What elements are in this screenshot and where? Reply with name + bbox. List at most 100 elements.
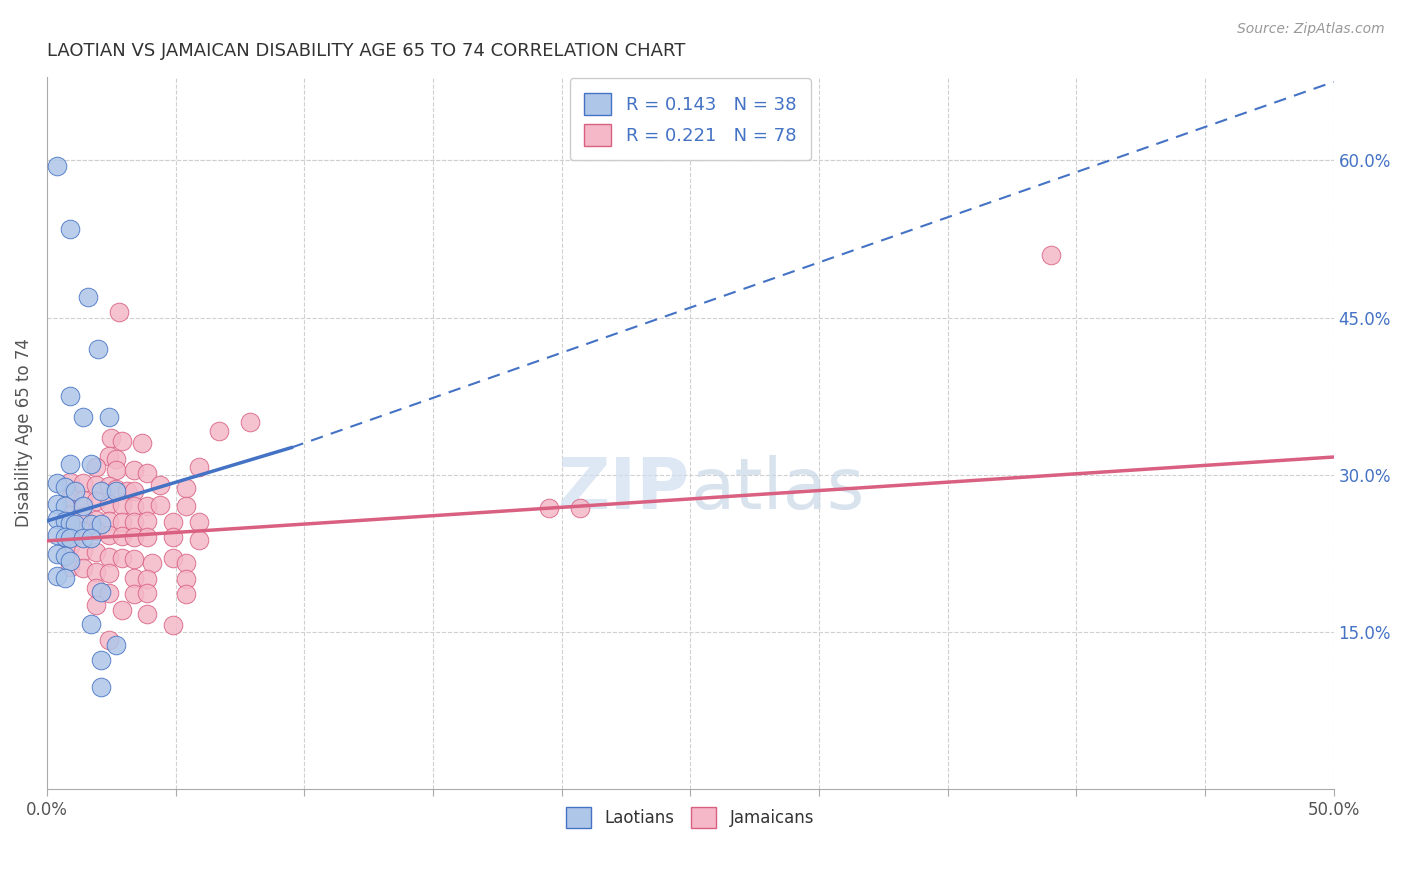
Point (84, 566, 107, 580)
Point (124, 570, 146, 584)
Point (110, 528, 132, 542)
Point (131, 436, 153, 450)
Text: LAOTIAN VS JAMAICAN DISABILITY AGE 65 TO 74 CORRELATION CHART: LAOTIAN VS JAMAICAN DISABILITY AGE 65 TO… (46, 42, 685, 60)
Point (136, 607, 159, 622)
Point (124, 500, 146, 514)
Point (46, 476, 69, 491)
Point (79, 531, 101, 545)
Point (53, 514, 76, 528)
Point (97, 566, 120, 581)
Point (84, 513, 107, 527)
Point (72, 500, 94, 514)
Point (90, 680, 112, 694)
Point (110, 603, 132, 617)
Point (79, 616, 101, 631)
Point (59, 389, 82, 403)
Point (53, 530, 76, 544)
Point (72, 561, 94, 575)
Point (136, 586, 159, 600)
Point (84, 478, 107, 492)
Point (97, 633, 120, 648)
Text: ZIP: ZIP (558, 456, 690, 524)
Point (59, 531, 82, 545)
Point (90, 585, 112, 599)
Point (72, 531, 94, 545)
Point (136, 466, 159, 480)
Point (63, 483, 86, 498)
Point (59, 475, 82, 490)
Point (97, 497, 120, 511)
Point (124, 530, 146, 544)
Point (174, 556, 197, 570)
Point (124, 462, 146, 476)
Point (124, 515, 146, 529)
Point (162, 515, 184, 529)
Y-axis label: Disability Age 65 to 74: Disability Age 65 to 74 (15, 338, 32, 527)
Point (59, 539, 82, 553)
Point (97, 479, 120, 493)
Point (162, 550, 184, 565)
Point (124, 483, 146, 498)
Point (174, 500, 197, 514)
Point (187, 515, 209, 529)
Point (84, 460, 107, 475)
Point (97, 410, 120, 425)
Point (46, 548, 69, 562)
Point (79, 458, 101, 472)
Point (97, 586, 120, 600)
Point (568, 501, 591, 516)
Point (90, 483, 112, 498)
Point (59, 491, 82, 505)
Point (84, 545, 107, 559)
Point (141, 556, 163, 570)
Point (162, 617, 184, 632)
Point (87, 342, 110, 356)
Point (77, 290, 100, 304)
Point (124, 551, 146, 566)
Point (63, 517, 86, 532)
Point (105, 483, 128, 498)
Point (53, 480, 76, 494)
Point (174, 587, 197, 601)
Point (84, 524, 107, 539)
Point (108, 305, 131, 319)
Point (59, 560, 82, 574)
Point (110, 498, 132, 512)
Point (208, 424, 231, 438)
Point (53, 570, 76, 584)
Point (97, 449, 120, 463)
Point (149, 478, 172, 492)
Point (149, 498, 172, 512)
Point (59, 522, 82, 536)
Point (59, 554, 82, 568)
Point (46, 497, 69, 511)
Point (59, 516, 82, 530)
Point (187, 533, 209, 547)
Point (84, 581, 107, 595)
Point (1039, 248, 1062, 262)
Point (90, 653, 112, 667)
Point (174, 482, 197, 496)
Point (110, 434, 132, 449)
Legend: Laotians, Jamaicans: Laotians, Jamaicans (560, 801, 821, 834)
Point (72, 524, 94, 539)
Point (136, 514, 159, 528)
Text: atlas: atlas (690, 456, 865, 524)
Point (72, 508, 94, 523)
Point (110, 550, 132, 565)
Point (97, 549, 120, 564)
Point (136, 500, 159, 514)
Point (97, 527, 120, 541)
Point (187, 460, 209, 475)
Point (105, 462, 128, 476)
Point (97, 514, 120, 528)
Point (124, 587, 146, 601)
Point (174, 572, 197, 586)
Point (72, 493, 94, 508)
Point (79, 517, 101, 532)
Text: Source: ZipAtlas.com: Source: ZipAtlas.com (1237, 22, 1385, 37)
Point (46, 527, 69, 541)
Point (84, 598, 107, 612)
Point (115, 483, 138, 498)
Point (239, 416, 262, 430)
